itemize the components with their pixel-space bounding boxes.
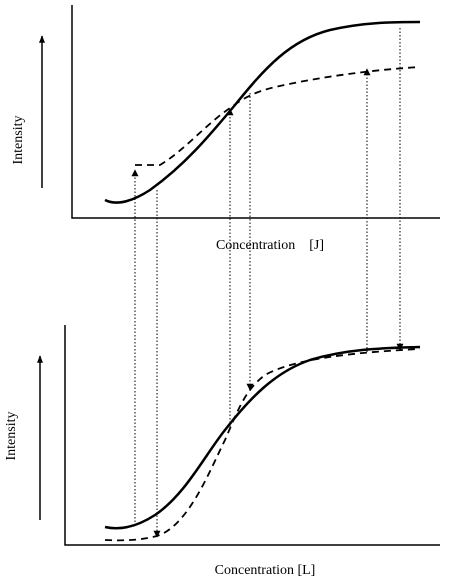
bottom-panel: Intensity Concentration [L] xyxy=(4,325,440,578)
x-label: Concentration [J] xyxy=(216,238,324,253)
axes xyxy=(71,5,440,219)
solid-curve xyxy=(104,345,421,530)
top-panel: Intensity Concentration [J] xyxy=(11,5,440,253)
solid-curve xyxy=(104,20,421,204)
connectors xyxy=(131,28,404,538)
y-label: Intensity xyxy=(11,116,26,165)
y-label: Intensity xyxy=(4,412,19,461)
axes xyxy=(64,325,440,546)
dashed-curve xyxy=(135,66,421,166)
dashed-curve xyxy=(104,348,421,542)
x-label: Concentration [L] xyxy=(215,563,316,578)
